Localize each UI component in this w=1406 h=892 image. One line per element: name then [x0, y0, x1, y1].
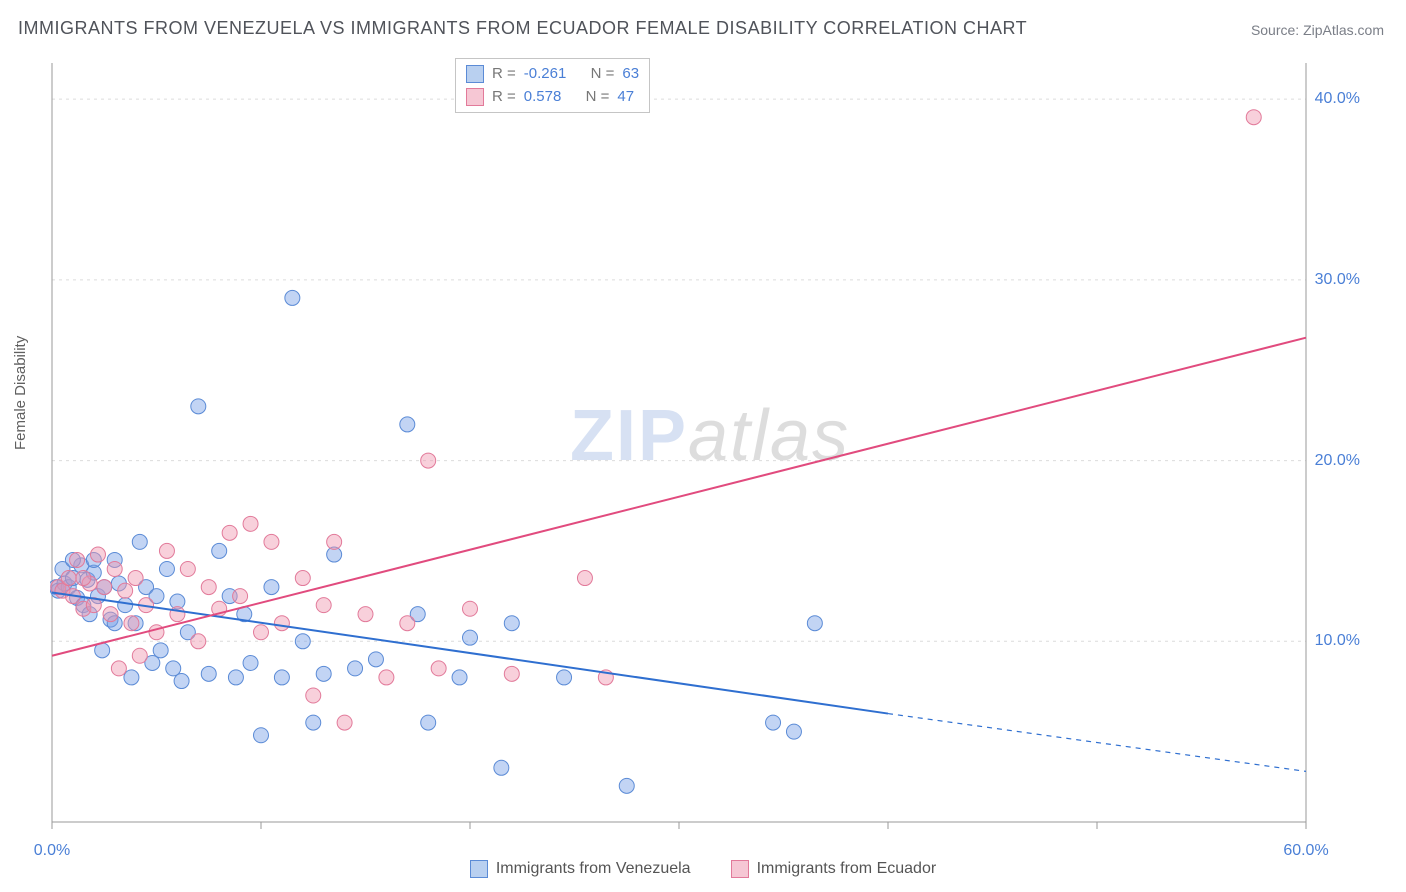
series-legend-label: Immigrants from Venezuela [496, 860, 691, 878]
legend-swatch [470, 860, 488, 878]
source-label: Source: [1251, 22, 1299, 38]
chart-svg [50, 55, 1366, 830]
legend-swatch [466, 65, 484, 83]
series-legend-label: Immigrants from Ecuador [757, 860, 937, 878]
r-label: R = [492, 86, 516, 109]
plot-area: 10.0%20.0%30.0%40.0%0.0%60.0% [50, 55, 1366, 830]
r-label: R = [492, 63, 516, 86]
chart-title: IMMIGRANTS FROM VENEZUELA VS IMMIGRANTS … [18, 18, 1027, 39]
x-tick-label: 60.0% [1283, 842, 1328, 860]
correlation-legend-row: R = 0.578 N = 47 [466, 86, 639, 109]
y-axis-label: Female Disability [12, 336, 29, 450]
correlation-legend-row: R = -0.261 N = 63 [466, 63, 639, 86]
legend-swatch [731, 860, 749, 878]
y-tick-label: 30.0% [1315, 271, 1360, 289]
y-tick-label: 40.0% [1315, 90, 1360, 108]
series-legend-item: Immigrants from Ecuador [731, 860, 937, 878]
y-tick-label: 10.0% [1315, 632, 1360, 650]
series-legend: Immigrants from Venezuela Immigrants from… [0, 860, 1406, 878]
legend-swatch [466, 88, 484, 106]
n-label: N = [586, 86, 610, 109]
y-tick-label: 20.0% [1315, 452, 1360, 470]
n-value: 47 [617, 86, 634, 109]
series-legend-item: Immigrants from Venezuela [470, 860, 691, 878]
source-attribution: Source: ZipAtlas.com [1251, 22, 1384, 38]
r-value: -0.261 [524, 63, 567, 86]
r-value: 0.578 [524, 86, 562, 109]
n-value: 63 [622, 63, 639, 86]
n-label: N = [591, 63, 615, 86]
source-link[interactable]: ZipAtlas.com [1303, 22, 1384, 38]
correlation-legend: R = -0.261 N = 63R = 0.578 N = 47 [455, 58, 650, 113]
x-tick-label: 0.0% [34, 842, 70, 860]
